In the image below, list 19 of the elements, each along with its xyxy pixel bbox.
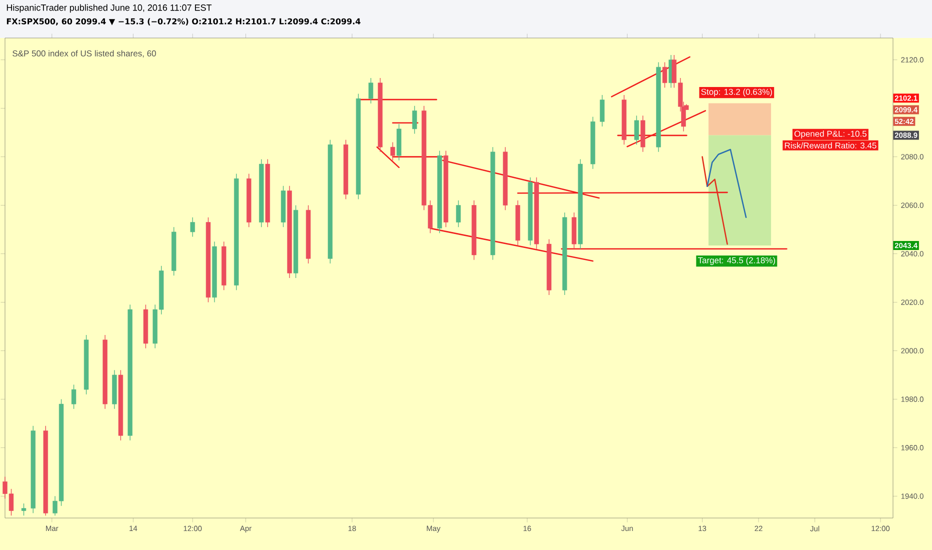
candlestick: [190, 217, 195, 238]
annotation: Target: 45.5 (2.18%): [698, 257, 776, 265]
candlestick: [412, 106, 417, 134]
candlestick: [600, 94, 605, 127]
line-series: [702, 156, 728, 245]
line-series: [706, 148, 747, 218]
candlestick: [456, 200, 461, 228]
chart-title: FX:SPX500, 60 2099.4 ▼ −15.3 (−0.72%) O:2101.2 H:2101.7 L:2099.4 C:2099.4: [6, 18, 360, 26]
annotation: Risk/Reward Ratio: 3.45: [784, 142, 876, 149]
candlestick: [662, 62, 668, 88]
candlestick: [634, 115, 639, 146]
candlestick: [21, 503, 26, 516]
text: S&P 500 index of US listed shares, 60: [12, 50, 156, 58]
candlestick: [71, 384, 76, 410]
text: HispanicTrader published June 10, 2016 11:07 EST: [6, 4, 212, 13]
candlestick: [368, 78, 374, 104]
candlestick: [390, 142, 396, 161]
annotation: Stop: 13.2 (0.63%): [701, 88, 772, 96]
annotation: Opened P&L: -10.5: [794, 130, 866, 138]
